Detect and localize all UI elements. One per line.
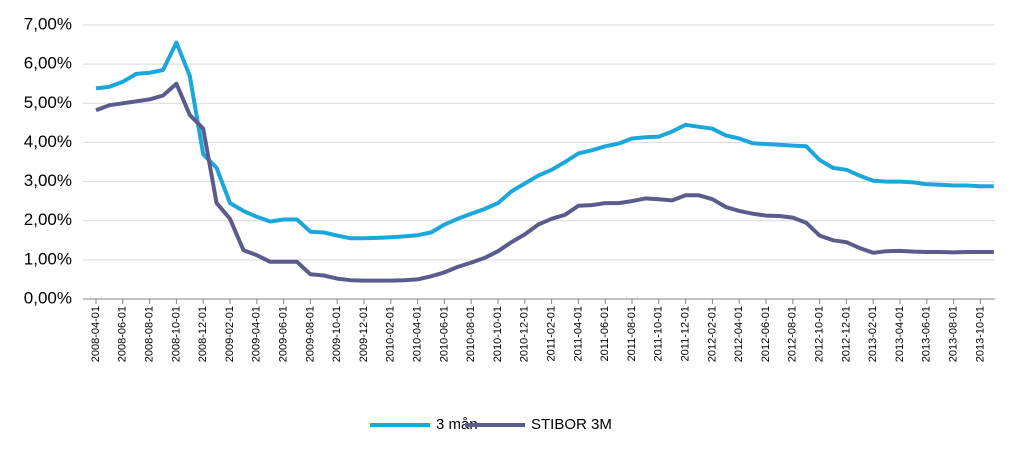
legend-label: STIBOR 3M [531,416,612,433]
y-tick-label: 0,00% [24,288,72,307]
x-tick-label: 2009-04-01 [251,306,263,362]
x-tick-label: 2012-02-01 [706,306,718,362]
x-tick-label: 2009-02-01 [224,306,236,362]
x-tick-label: 2008-04-01 [90,306,102,362]
x-tick-label: 2010-06-01 [438,306,450,362]
x-tick-label: 2013-08-01 [948,306,960,362]
y-tick-label: 6,00% [24,54,72,73]
x-tick-label: 2010-08-01 [465,306,477,362]
y-tick-label: 3,00% [24,171,72,190]
x-tick-label: 2010-10-01 [492,306,504,362]
y-tick-label: 5,00% [24,93,72,112]
y-tick-label: 2,00% [24,210,72,229]
x-tick-label: 2008-10-01 [170,306,182,362]
x-tick-label: 2013-04-01 [894,306,906,362]
x-tick-label: 2012-10-01 [814,306,826,362]
x-tick-label: 2009-12-01 [358,306,370,362]
x-tick-label: 2011-04-01 [572,306,584,361]
series-line [95,40,994,241]
x-tick-label: 2011-06-01 [599,306,611,361]
series-line [95,81,994,283]
x-tick-label: 2009-06-01 [278,306,290,362]
x-tick-label: 2013-10-01 [974,306,986,362]
x-tick-label: 2012-08-01 [787,306,799,362]
legend-label: 3 mån [436,416,478,433]
x-tick-label: 2012-04-01 [733,306,745,362]
y-tick-label: 4,00% [24,132,72,151]
x-tick-label: 2011-08-01 [626,306,638,361]
x-tick-label: 2012-12-01 [840,306,852,362]
x-tick-label: 2013-02-01 [867,306,879,362]
x-tick-label: 2013-06-01 [921,306,933,362]
x-tick-label: 2011-10-01 [653,306,665,361]
x-tick-label: 2011-12-01 [680,306,692,361]
y-tick-label: 1,00% [24,249,72,268]
y-tick-label: 7,00% [24,14,72,33]
x-tick-label: 2010-12-01 [519,306,531,362]
x-tick-label: 2009-08-01 [304,306,316,362]
x-tick-label: 2008-12-01 [197,306,209,362]
x-tick-label: 2011-02-01 [546,306,558,361]
x-tick-label: 2010-04-01 [412,306,424,362]
x-tick-label: 2008-06-01 [117,306,129,362]
x-tick-label: 2009-10-01 [331,306,343,362]
x-tick-label: 2010-02-01 [385,306,397,362]
x-tick-label: 2012-06-01 [760,306,772,362]
x-tick-label: 2008-08-01 [144,306,156,362]
